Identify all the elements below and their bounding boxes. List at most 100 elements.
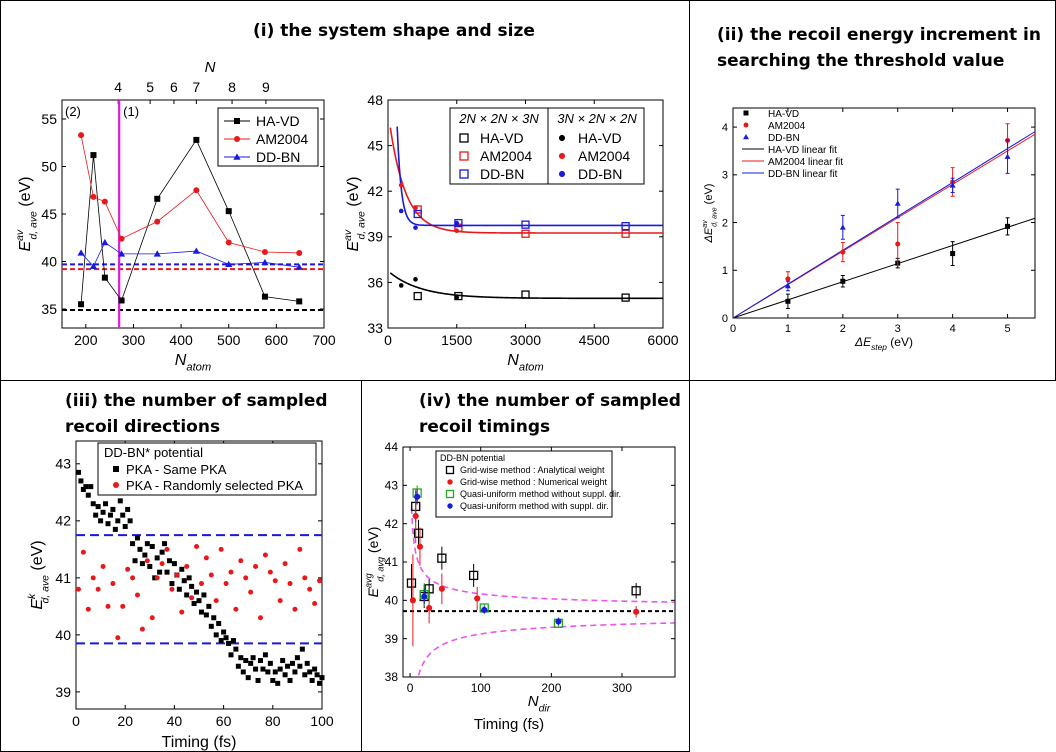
data-point <box>840 249 846 255</box>
data-point <box>164 569 170 575</box>
region-label: (2) <box>65 104 81 119</box>
data-point <box>406 578 417 588</box>
data-point <box>75 469 81 475</box>
data-point <box>110 506 116 512</box>
data-point <box>413 209 422 219</box>
data-point <box>421 593 428 600</box>
data-point <box>194 543 200 549</box>
x-tick-label: 200 <box>74 332 98 348</box>
y-tick-label: 42 <box>55 513 71 529</box>
legend-marker <box>233 153 241 160</box>
legend-marker <box>743 110 749 116</box>
panel-title-line1: (ii) the recoil energy increment in <box>717 25 1041 45</box>
y-tick-label: 41 <box>55 570 71 586</box>
x-tick-label: 20 <box>117 713 133 729</box>
data-point <box>312 666 318 672</box>
legend-label: Grid-wise method : Numerical weight <box>460 477 608 487</box>
x-tick-label: 0 <box>730 323 736 335</box>
data-point <box>262 652 268 658</box>
data-point <box>307 586 313 592</box>
data-point <box>159 549 165 555</box>
data-point <box>142 552 148 558</box>
data-point <box>89 262 98 269</box>
data-point <box>304 660 310 666</box>
data-point <box>317 680 323 686</box>
data-point <box>235 663 241 669</box>
data-point <box>120 603 126 609</box>
legend-marker <box>113 482 119 488</box>
y-tick-label: 42 <box>385 517 399 531</box>
data-point <box>438 585 445 592</box>
x-axis-label-2: Timing (fs) <box>474 716 544 733</box>
data-point <box>154 195 161 202</box>
x-tick-label: 60 <box>216 713 232 729</box>
data-point <box>287 581 293 587</box>
top-axis-label: N <box>205 59 216 76</box>
x-tick-label: 400 <box>169 332 193 348</box>
data-point <box>784 283 791 289</box>
data-point <box>198 609 204 615</box>
legend-label: PKA - Randomly selected PKA <box>126 478 303 493</box>
y-tick-label: 50 <box>41 158 57 174</box>
data-point <box>894 200 901 206</box>
data-point <box>127 518 133 524</box>
data-point <box>159 561 165 567</box>
data-point <box>115 518 121 524</box>
data-point <box>238 558 244 564</box>
x-tick-label: 4 <box>950 323 956 335</box>
data-point <box>144 558 150 564</box>
data-point <box>454 228 460 234</box>
data-point <box>218 638 224 644</box>
data-point <box>154 575 160 581</box>
panel-title-line2: searching the threshold value <box>717 51 1005 71</box>
data-point <box>135 535 140 541</box>
legend-title: DD-BN* potential <box>104 445 203 460</box>
legend-label: HA-VD linear fit <box>768 145 837 156</box>
data-point <box>521 229 530 238</box>
x-tick-label: 3 <box>895 323 901 335</box>
y-axis-label: ΔEavd, ave (eV) <box>701 184 718 244</box>
data-point <box>75 586 81 592</box>
data-point <box>277 598 283 604</box>
data-point <box>261 293 268 300</box>
data-point <box>101 198 108 205</box>
data-point <box>621 222 630 231</box>
y-tick-label: 36 <box>367 274 383 290</box>
legend-marker <box>459 151 469 161</box>
data-point <box>184 592 190 598</box>
x-tick-label: 2 <box>840 323 846 335</box>
data-point <box>191 601 197 607</box>
data-point <box>211 615 217 621</box>
data-point <box>398 182 404 188</box>
data-point <box>228 569 234 575</box>
data-point <box>275 680 281 686</box>
top-tick-label: 7 <box>192 79 200 95</box>
data-point <box>299 646 305 652</box>
data-point <box>437 553 447 563</box>
data-point <box>169 586 175 592</box>
data-point <box>130 541 136 547</box>
legend-header: 2N × 2N × 3N <box>458 111 539 126</box>
data-point <box>107 512 113 518</box>
data-point <box>225 260 233 268</box>
data-point <box>240 669 246 675</box>
data-point <box>132 558 138 564</box>
data-point <box>398 208 404 214</box>
data-point <box>260 666 266 672</box>
legend-label: Grid-wise method : Analytical weight <box>460 465 605 475</box>
top-tick-label: 6 <box>170 79 178 95</box>
data-point <box>101 238 109 246</box>
legend-label: AM2004 <box>768 121 806 132</box>
panel-title-line2: recoil timings <box>419 417 551 437</box>
data-point <box>454 295 460 300</box>
top-tick-label: 8 <box>228 79 236 95</box>
legend-label: PKA - Same PKA <box>126 462 227 477</box>
data-point <box>309 677 315 683</box>
legend-marker <box>445 489 455 499</box>
y-axis-label: Ek d, ave (eV) <box>27 540 52 609</box>
region-label: (1) <box>123 104 139 119</box>
data-point <box>216 620 222 626</box>
top-tick-label: 9 <box>262 79 270 95</box>
data-point <box>426 604 433 612</box>
data-point <box>186 575 192 581</box>
